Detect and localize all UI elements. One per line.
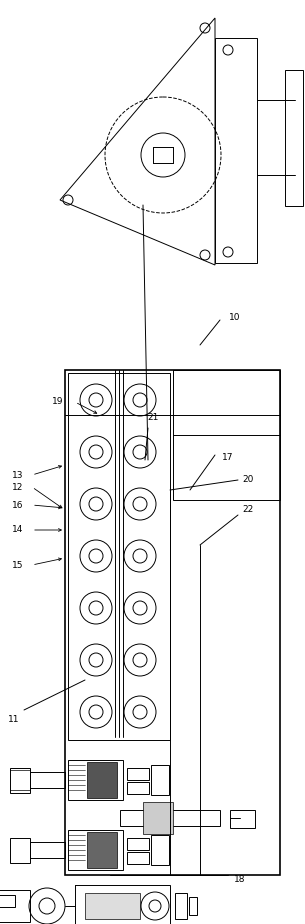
Text: 19: 19 [52, 397, 64, 407]
Bar [151, 835, 169, 865]
Text: 17: 17 [222, 454, 234, 463]
Bar [143, 802, 173, 834]
Text: 22: 22 [242, 505, 254, 515]
Bar [189, 897, 197, 915]
Bar [87, 762, 117, 798]
Text: 16: 16 [12, 501, 24, 509]
Text: 10: 10 [229, 313, 241, 322]
Bar [127, 782, 149, 794]
Bar [10, 768, 30, 793]
Bar [173, 370, 280, 500]
Text: 12: 12 [12, 482, 24, 492]
Bar [120, 810, 220, 826]
Bar [30, 842, 65, 858]
Text: 18: 18 [234, 876, 246, 884]
Text: 13: 13 [12, 470, 24, 480]
Bar [0, 895, 15, 907]
Bar [75, 885, 170, 924]
Bar [68, 373, 170, 740]
Bar [68, 760, 123, 800]
Bar [285, 70, 303, 206]
Text: 11: 11 [8, 715, 20, 724]
Bar [87, 832, 117, 868]
Text: 15: 15 [12, 561, 24, 569]
Bar [10, 838, 30, 863]
Bar [30, 772, 65, 788]
Text: 20: 20 [242, 476, 254, 484]
Bar [85, 893, 140, 919]
Bar [0, 890, 30, 922]
Bar [127, 852, 149, 864]
Bar [151, 765, 169, 795]
Text: 21: 21 [147, 414, 159, 422]
Bar [65, 370, 280, 875]
Bar [127, 838, 149, 850]
Bar [230, 810, 255, 828]
Bar [175, 893, 187, 919]
Bar [127, 768, 149, 780]
Bar [215, 38, 257, 263]
Bar [68, 830, 123, 870]
Text: 14: 14 [12, 526, 24, 534]
